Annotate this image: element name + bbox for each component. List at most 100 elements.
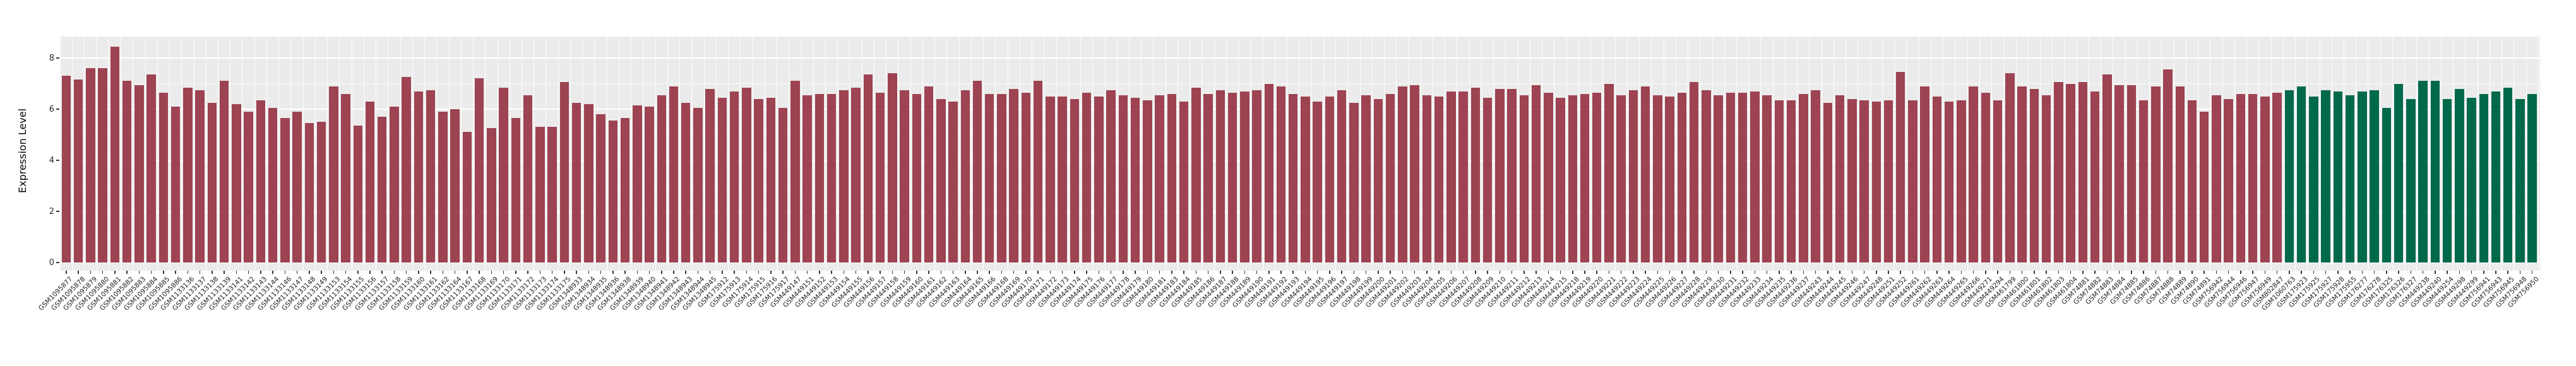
bar-GSM449159 — [900, 90, 909, 263]
x-tick-mark — [916, 271, 917, 274]
bar-GSM449155 — [851, 87, 861, 263]
x-tick-mark — [1390, 271, 1391, 274]
bar-GSM449220 — [1592, 92, 1602, 263]
x-tick-mark — [333, 271, 335, 274]
y-tick-mark — [56, 109, 59, 110]
bar-GSM175927 — [2321, 90, 2330, 263]
x-tick-mark — [1547, 271, 1549, 274]
x-tick-mark — [1001, 271, 1003, 274]
bar-GSM449187 — [1215, 90, 1225, 263]
x-tick-mark — [1645, 271, 1646, 274]
bar-GSM74883 — [2102, 74, 2112, 263]
x-tick-mark — [868, 271, 869, 274]
bar-GSM449212 — [1519, 95, 1529, 263]
x-tick-mark — [212, 271, 213, 274]
gridline-x — [460, 37, 462, 271]
bar-GSM449265 — [1957, 100, 1966, 263]
gridline-x — [424, 37, 426, 271]
bar-GSM449162 — [936, 98, 946, 263]
x-tick-mark — [2337, 271, 2339, 274]
bar-GSM1095879 — [86, 68, 95, 263]
bar-GSM449190 — [1252, 90, 1261, 263]
bar-GSM449207 — [1458, 91, 1468, 263]
gridline-x — [2440, 37, 2442, 271]
gridline-x — [1760, 37, 1762, 271]
x-tick-mark — [2252, 271, 2253, 274]
x-tick-mark — [2459, 271, 2460, 274]
x-tick-mark — [648, 271, 650, 274]
bar-GSM1133170 — [499, 87, 508, 263]
gridline-x — [2416, 37, 2418, 271]
gridline-x — [1857, 37, 1859, 271]
bar-GSM1348942 — [669, 86, 679, 263]
bar-GSM1133174 — [547, 127, 557, 263]
bar-GSM449213 — [1531, 85, 1541, 263]
bar-GSM74887 — [2151, 86, 2161, 263]
gridline-x — [1639, 37, 1640, 271]
y-axis-title: Expression Level — [16, 108, 28, 193]
bar-GSM449247 — [1859, 100, 1869, 263]
bar-GSM461801 — [2029, 88, 2039, 263]
y-tick-label: 4 — [49, 155, 54, 165]
bar-GSM1348939 — [633, 105, 642, 263]
x-tick-mark — [2410, 271, 2412, 274]
gridline-x — [1141, 37, 1142, 271]
bar-GSM756949 — [2260, 96, 2270, 263]
bar-GSM756942 — [2212, 95, 2221, 263]
bar-GSM449203 — [1410, 85, 1419, 263]
bar-GSM449219 — [1580, 93, 1590, 263]
gridline-x — [1311, 37, 1312, 271]
gridline-x — [958, 37, 960, 271]
bar-GSM175917 — [778, 107, 788, 263]
bar-GSM449201 — [1385, 93, 1395, 263]
x-tick-mark — [782, 271, 784, 274]
gridline-x — [2525, 37, 2527, 271]
bar-GSM1133139 — [219, 81, 229, 263]
gridline-major-y — [60, 109, 2540, 110]
gridline-x — [2453, 37, 2454, 271]
gridline-x — [2246, 37, 2248, 271]
x-tick-mark — [588, 271, 590, 274]
gridline-x — [1736, 37, 1737, 271]
x-tick-mark — [2519, 271, 2521, 274]
x-tick-mark — [2301, 271, 2302, 274]
x-tick-mark — [1779, 271, 1780, 274]
x-tick-mark — [467, 271, 468, 274]
bar-GSM449174 — [1070, 98, 1080, 263]
bar-GSM449188 — [1227, 92, 1237, 263]
bar-GSM74886 — [2138, 100, 2149, 263]
bar-GSM449186 — [1203, 93, 1213, 263]
x-tick-mark — [1876, 271, 1877, 274]
x-tick-mark — [2094, 271, 2096, 274]
x-tick-mark — [515, 271, 516, 274]
gridline-x — [2161, 37, 2162, 271]
x-tick-mark — [1438, 271, 1440, 274]
x-tick-mark — [1499, 271, 1501, 274]
bar-GSM1133154 — [341, 93, 350, 263]
x-tick-mark — [309, 271, 310, 274]
bar-GSM1348943 — [681, 102, 691, 263]
x-tick-mark — [600, 271, 602, 274]
x-tick-mark — [1596, 271, 1597, 274]
x-tick-mark — [819, 271, 820, 274]
x-tick-mark — [2313, 271, 2315, 274]
x-tick-mark — [224, 271, 225, 274]
bar-GSM1348935 — [596, 114, 605, 263]
bar-GSM449221 — [1604, 83, 1614, 263]
bar-GSM1133175 — [559, 82, 569, 263]
bar-GSM461802 — [2041, 95, 2051, 263]
x-tick-mark — [78, 271, 79, 274]
gridline-x — [995, 37, 996, 271]
gridline-x — [1967, 37, 1968, 271]
gridline-x — [302, 37, 304, 271]
y-tick-mark — [56, 211, 59, 212]
gridline-x — [2027, 37, 2029, 271]
gridline-x — [1129, 37, 1130, 271]
bar-GSM449227 — [1677, 92, 1687, 263]
bar-GSM175912 — [717, 97, 727, 263]
x-tick-mark — [2143, 271, 2144, 274]
bar-GSM1133142 — [244, 112, 253, 263]
x-tick-mark — [150, 271, 152, 274]
bar-GSM1133147 — [292, 112, 302, 263]
gridline-x — [2537, 37, 2539, 271]
